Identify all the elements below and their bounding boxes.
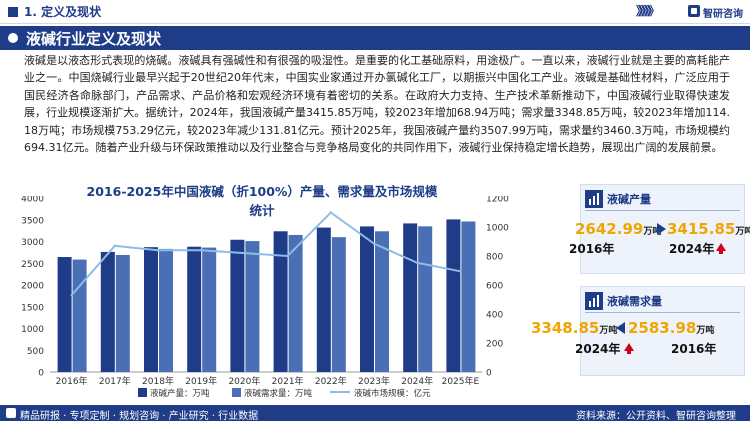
left-axis-tick-label: 500 bbox=[27, 347, 44, 357]
right-axis-tick-label: 1200 bbox=[486, 196, 509, 205]
left-axis-tick-label: 3000 bbox=[21, 238, 44, 248]
up-arrow-icon bbox=[716, 243, 726, 254]
demand-bar bbox=[159, 248, 173, 372]
legend-label: 液碱需求量：万吨 bbox=[244, 388, 313, 399]
brand-name: 智研咨询 bbox=[703, 9, 743, 20]
footer-logo-icon bbox=[6, 408, 16, 418]
bullet-icon bbox=[8, 33, 18, 43]
page-title: 液碱行业定义及现状 bbox=[26, 30, 162, 48]
left-axis-tick-label: 0 bbox=[38, 369, 44, 379]
arrow-right-icon bbox=[657, 223, 666, 235]
demand-bar bbox=[461, 221, 476, 372]
footer-source: 资料来源：公开资料、智研咨询整理 bbox=[576, 411, 736, 421]
footer: 精品研报 · 专项定制 · 规划咨询 · 产业研究 · 行业数据 资料来源：公开… bbox=[0, 405, 750, 421]
production-from-year: 2016年 bbox=[569, 242, 615, 256]
demand-bar bbox=[288, 234, 303, 372]
left-axis-tick-label: 1000 bbox=[21, 325, 44, 335]
production-bar bbox=[144, 247, 158, 372]
x-axis-tick-label: 2018年 bbox=[142, 375, 174, 387]
demand-bar bbox=[375, 231, 389, 372]
market-size-point bbox=[329, 211, 332, 214]
x-axis-tick-label: 2023年 bbox=[358, 375, 390, 387]
right-axis-tick-label: 0 bbox=[486, 369, 492, 379]
x-axis-tick-label: 2016年 bbox=[56, 375, 88, 387]
left-axis-tick-label: 4000 bbox=[21, 196, 44, 205]
demand-left-year: 2024年 bbox=[575, 342, 621, 356]
footer-services: 精品研报 · 专项定制 · 规划咨询 · 产业研究 · 行业数据 bbox=[20, 411, 259, 421]
left-axis-tick-label: 3500 bbox=[21, 216, 44, 226]
production-card: 液碱产量 2642.99万吨 3415.85万吨 2016年 2024年 bbox=[569, 184, 750, 274]
production-from-value: 2642.99万吨 bbox=[575, 220, 662, 238]
market-size-point bbox=[70, 293, 73, 297]
x-axis-tick-label: 2022年 bbox=[315, 375, 347, 387]
left-axis-tick-label: 2000 bbox=[21, 282, 44, 292]
legend-swatch bbox=[232, 388, 241, 397]
production-to-value: 3415.85万吨 bbox=[667, 220, 750, 238]
market-size-point bbox=[372, 242, 376, 245]
production-card-label: 液碱产量 bbox=[607, 193, 651, 206]
demand-bar bbox=[115, 254, 130, 372]
production-to-year: 2024年 bbox=[669, 242, 715, 256]
section-marker-icon bbox=[8, 7, 18, 17]
production-bar bbox=[273, 231, 288, 372]
left-axis-tick-label: 1500 bbox=[21, 303, 44, 313]
divider bbox=[585, 210, 740, 211]
top-bar: 1. 定义及现状 》》》》》 智研咨询 bbox=[0, 0, 750, 24]
x-axis-tick-label: 2020年 bbox=[228, 375, 260, 387]
demand-bar bbox=[72, 259, 87, 372]
right-axis-tick-label: 200 bbox=[486, 340, 503, 350]
legend-swatch bbox=[138, 388, 147, 397]
title-banner: 液碱行业定义及现状 bbox=[0, 26, 750, 50]
production-bar bbox=[403, 223, 418, 372]
demand-right-year: 2016年 bbox=[671, 342, 717, 356]
production-bar bbox=[360, 226, 374, 372]
legend-label: 液碱市场规模：亿元 bbox=[354, 388, 431, 399]
x-axis-tick-label: 2017年 bbox=[99, 375, 131, 387]
production-bar bbox=[230, 239, 245, 372]
market-size-point bbox=[113, 244, 117, 248]
x-axis-tick-label: 2024年 bbox=[401, 375, 433, 387]
demand-right-value: 2583.98万吨 bbox=[628, 319, 715, 337]
intro-paragraph: 液碱是以液态形式表现的烧碱。液碱具有强碱性和有很强的吸湿性。是重要的化工基础原料… bbox=[24, 54, 730, 155]
production-bar bbox=[446, 219, 461, 372]
demand-bar bbox=[202, 247, 217, 372]
brand-logo-icon bbox=[688, 5, 700, 17]
left-axis-tick-label: 2500 bbox=[21, 260, 44, 270]
chart: 0 500 1000 1500 2000 2500 3000 3500 4000 0 200 400 6… bbox=[21, 196, 509, 399]
market-size-line bbox=[70, 211, 461, 296]
market-size-point bbox=[243, 251, 246, 255]
right-axis-tick-label: 400 bbox=[486, 311, 503, 321]
production-bar bbox=[187, 246, 202, 372]
demand-left-value: 3348.85万吨 bbox=[531, 319, 618, 337]
demand-bar bbox=[418, 226, 433, 372]
right-axis-tick-label: 600 bbox=[486, 282, 503, 292]
market-size-point bbox=[416, 261, 419, 264]
market-size-point bbox=[286, 254, 289, 258]
market-size-point bbox=[200, 249, 203, 252]
x-axis-tick-label: 2019年 bbox=[185, 375, 217, 387]
market-size-point bbox=[459, 270, 462, 273]
bar-chart-icon bbox=[585, 190, 603, 208]
chevrons-icon: 》》》》》 bbox=[636, 4, 660, 18]
right-axis-tick-label: 800 bbox=[486, 253, 503, 263]
x-axis-tick-label: 2025年E bbox=[442, 375, 480, 387]
demand-card: 液碱需求量 3348.85万吨 2583.98万吨 2024年 2016年 bbox=[531, 286, 745, 376]
demand-bar bbox=[245, 241, 260, 372]
legend-label: 液碱产量：万吨 bbox=[150, 388, 210, 399]
up-arrow-icon bbox=[624, 343, 634, 354]
divider bbox=[585, 312, 740, 313]
demand-card-label: 液碱需求量 bbox=[607, 295, 662, 308]
demand-bar bbox=[331, 237, 346, 372]
production-bar bbox=[100, 251, 115, 372]
section-title: 1. 定义及现状 bbox=[24, 5, 102, 19]
bar-chart-icon bbox=[585, 292, 603, 310]
x-axis-tick-label: 2021年 bbox=[272, 375, 304, 387]
market-size-point bbox=[156, 249, 160, 252]
right-axis-tick-label: 1000 bbox=[486, 224, 509, 234]
chart-title: 2016-2025年中国液碱（折100%）产量、需求量及市场规模统计 bbox=[86, 184, 438, 218]
production-bar bbox=[57, 257, 72, 372]
production-bar bbox=[316, 227, 331, 372]
arrow-left-icon bbox=[616, 322, 625, 334]
